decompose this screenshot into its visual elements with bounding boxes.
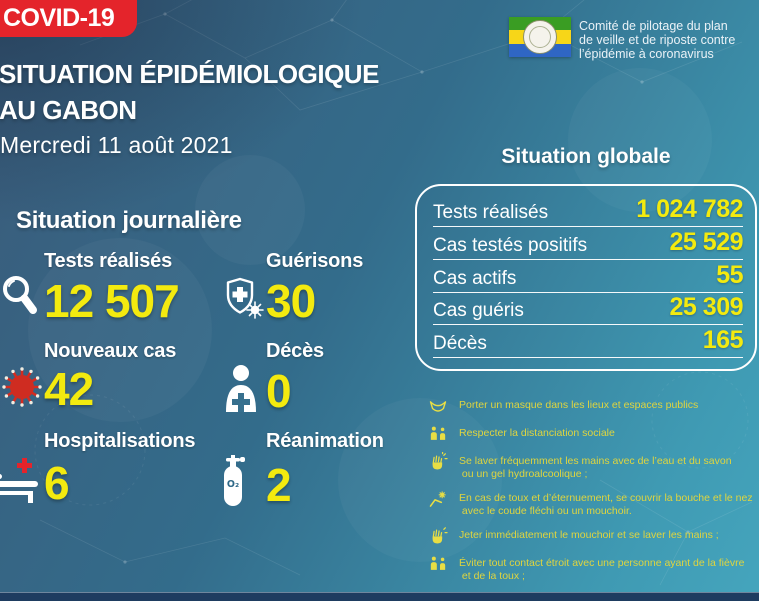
stat-label: Décès: [266, 340, 324, 362]
person-cross-icon: [222, 364, 266, 412]
row-value: 25 309: [669, 293, 744, 322]
wash-hands-icon: [432, 452, 448, 470]
discard-tissue-icon: [432, 527, 448, 544]
report-date: Mercredi 11 août 2021: [0, 132, 233, 158]
virus-icon: [0, 364, 44, 410]
table-row: Cas guéris 25 309: [433, 293, 744, 326]
tip-text: Porter un masque dans les lieux et espac…: [459, 399, 699, 411]
page-title-line2: AU GABON: [0, 95, 137, 125]
daily-section-heading: Situation journalière: [16, 207, 242, 234]
gabon-seal-icon: [523, 20, 557, 54]
avoid-contact-icon: [430, 556, 446, 570]
committee-name: Comité de pilotage du plan de veille et …: [579, 19, 736, 61]
committee-header: Comité de pilotage du plan de veille et …: [509, 17, 759, 61]
row-label: Cas testés positifs: [433, 234, 588, 256]
row-label: Décès: [433, 333, 487, 354]
row-label: Cas guéris: [433, 300, 524, 322]
global-section: Situation globale Tests réalisés 1 024 7…: [415, 145, 757, 371]
oxygen-label: O₂: [227, 479, 239, 490]
stat-value: 30: [266, 274, 316, 327]
list-item: Respecter la distanciation sociale: [428, 424, 759, 444]
gabon-flag-icon: [509, 17, 571, 57]
covid19-banner-label: COVID-19: [3, 4, 115, 32]
stat-value: 2: [266, 458, 292, 511]
stat-label: Réanimation: [266, 430, 384, 452]
tip-text: Jeter immédiatement le mouchoir et se la…: [459, 529, 719, 541]
list-item: Éviter tout contact étroit avec une pers…: [428, 554, 759, 583]
stat-value: 6: [44, 456, 70, 509]
mask-icon: [429, 401, 447, 412]
shield-cross-virus-icon: [222, 274, 266, 322]
stat-label: Nouveaux cas: [44, 340, 177, 362]
list-item: Se laver fréquemment les mains avec de l…: [428, 452, 759, 481]
social-distance-icon: [430, 426, 446, 440]
prevention-tips-list: Porter un masque dans les lieux et espac…: [428, 396, 759, 601]
stat-value: 0: [266, 364, 292, 417]
table-row: Décès 165: [433, 326, 744, 358]
stat-tests-realises: Tests réalisés 12 507: [0, 250, 215, 327]
page-title-line1: SITUATION ÉPIDÉMIOLOGIQUE: [0, 59, 379, 89]
stat-guerisons: Guérisons 30: [222, 250, 437, 327]
tip-text: Éviter tout contact étroit avec une pers…: [459, 557, 745, 582]
tip-text: Respecter la distanciation sociale: [459, 427, 615, 439]
table-row: Cas testés positifs 25 529: [433, 227, 744, 260]
stat-label: Tests réalisés: [44, 250, 173, 272]
stat-hospitalisations: Hospitalisations 6: [0, 430, 215, 509]
cough-elbow-icon: [429, 491, 446, 507]
stat-value: 42: [44, 362, 94, 415]
footer-bar: [0, 592, 759, 601]
oxygen-tank-icon: O₂: [222, 454, 266, 506]
magnifier-icon: [0, 274, 44, 322]
row-value: 1 024 782: [636, 195, 743, 223]
row-value: 165: [702, 326, 744, 354]
row-label: Tests réalisés: [433, 202, 549, 223]
stat-value: 12 507: [44, 274, 180, 327]
row-label: Cas actifs: [433, 267, 517, 289]
stat-deces: Décès 0: [222, 340, 437, 417]
row-value: 55: [716, 260, 743, 289]
main-title-block: SITUATION ÉPIDÉMIOLOGIQUE AU GABON Mercr…: [0, 56, 379, 159]
stat-nouveaux-cas: Nouveaux cas: [0, 340, 215, 415]
tip-text: Se laver fréquemment les mains avec de l…: [459, 455, 732, 480]
list-item: En cas de toux et d’éternuement, se couv…: [428, 489, 759, 518]
hospital-bed-icon: [0, 454, 44, 504]
row-value: 25 529: [669, 227, 744, 256]
list-item: Jeter immédiatement le mouchoir et se la…: [428, 526, 759, 546]
tip-text: En cas de toux et d’éternuement, se couv…: [459, 492, 753, 517]
stat-reanimation: Réanimation O₂ 2: [222, 430, 437, 511]
global-stats-panel: Tests réalisés 1 024 782 Cas testés posi…: [415, 184, 757, 371]
table-row: Tests réalisés 1 024 782: [433, 195, 743, 227]
list-item: Porter un masque dans les lieux et espac…: [428, 396, 759, 416]
table-row: Cas actifs 55: [433, 261, 743, 293]
global-section-heading: Situation globale: [501, 145, 671, 168]
stat-label: Guérisons: [266, 250, 364, 272]
stat-label: Hospitalisations: [44, 430, 196, 452]
covid19-banner: COVID-19: [0, 0, 137, 37]
